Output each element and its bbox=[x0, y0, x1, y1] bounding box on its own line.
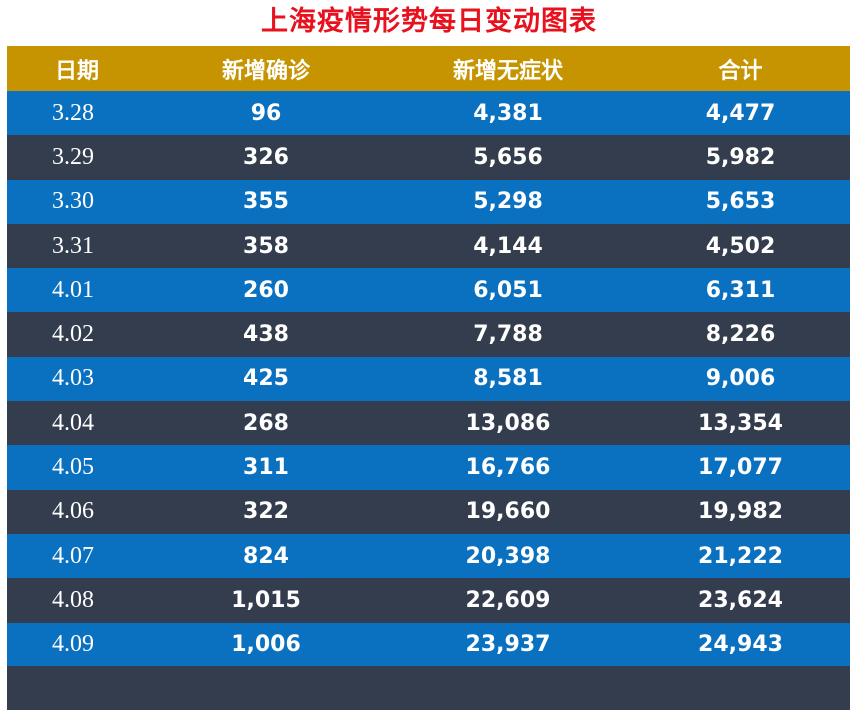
table-row: 4.03 425 8,581 9,006 bbox=[7, 356, 850, 402]
cell-date: 4.04 bbox=[52, 409, 94, 436]
cell-new-asymptomatic: 19,660 bbox=[465, 499, 551, 525]
chart-title: 上海疫情形势每日变动图表 bbox=[261, 6, 597, 37]
cell-total: 4,477 bbox=[705, 100, 776, 126]
cell-new-confirmed: 358 bbox=[243, 233, 289, 259]
cell-total: 21,222 bbox=[698, 543, 783, 569]
cell-new-confirmed: 824 bbox=[243, 543, 289, 569]
cell-new-confirmed: 311 bbox=[243, 455, 289, 481]
header-new-confirmed: 新增确诊 bbox=[221, 58, 310, 84]
data-table: 日期 新增确诊 新增无症状 合计 3.28 96 4,381 4,477 3.29 326… bbox=[7, 46, 850, 710]
cell-total: 5,653 bbox=[705, 189, 776, 215]
cell-new-confirmed: 326 bbox=[243, 144, 289, 170]
cell-total: 5,982 bbox=[705, 144, 776, 170]
table-row: 3.28 96 4,381 4,477 bbox=[7, 91, 850, 136]
cell-date: 4.02 bbox=[52, 321, 94, 348]
cell-date: 4.07 bbox=[52, 542, 94, 569]
table-row: 4.01 260 6,051 6,311 bbox=[7, 268, 850, 313]
table-row: 4.05 311 16,766 17,077 bbox=[7, 445, 850, 490]
cell-new-asymptomatic: 13,086 bbox=[465, 410, 551, 436]
table-row: 4.07 824 20,398 21,222 bbox=[7, 534, 850, 579]
cell-total: 17,077 bbox=[698, 455, 783, 481]
cell-new-confirmed: 438 bbox=[243, 322, 289, 348]
cell-new-asymptomatic: 22,609 bbox=[465, 587, 551, 613]
cell-date: 4.05 bbox=[52, 454, 94, 481]
cell-new-confirmed: 268 bbox=[243, 410, 289, 436]
cell-date: 4.09 bbox=[52, 631, 94, 658]
table-row: 4.08 1,015 22,609 23,624 bbox=[7, 578, 850, 623]
cell-new-asymptomatic: 6,051 bbox=[473, 277, 543, 303]
cell-date: 4.01 bbox=[52, 276, 94, 303]
cell-date: 3.30 bbox=[52, 188, 94, 215]
table-row: 3.30 355 5,298 5,653 bbox=[7, 179, 850, 224]
cell-date: 3.31 bbox=[52, 232, 94, 259]
table-row: 4.06 322 19,660 19,982 bbox=[7, 489, 850, 534]
cell-total: 9,006 bbox=[705, 366, 776, 392]
cell-new-asymptomatic: 4,381 bbox=[473, 100, 543, 126]
cell-total: 4,502 bbox=[705, 233, 776, 259]
cell-new-confirmed: 425 bbox=[243, 366, 289, 392]
table-row: 3.31 358 4,144 4,502 bbox=[7, 223, 850, 269]
table-row: 3.29 326 5,656 5,982 bbox=[7, 135, 850, 180]
cell-new-asymptomatic: 5,298 bbox=[473, 189, 543, 215]
cell-new-asymptomatic: 16,766 bbox=[465, 455, 551, 481]
header-total: 合计 bbox=[718, 58, 763, 84]
cell-date: 4.08 bbox=[52, 586, 94, 613]
cell-date: 3.29 bbox=[52, 143, 94, 170]
cell-new-confirmed: 355 bbox=[243, 189, 289, 215]
cell-new-confirmed: 96 bbox=[250, 100, 282, 126]
cell-total: 23,624 bbox=[698, 587, 783, 613]
cell-total: 19,982 bbox=[698, 499, 783, 525]
cell-new-asymptomatic: 23,937 bbox=[465, 632, 551, 658]
table-header: 日期 新增确诊 新增无症状 合计 bbox=[7, 46, 850, 91]
cell-total: 13,354 bbox=[698, 410, 783, 436]
table-row: 4.04 268 13,086 13,354 bbox=[7, 401, 850, 446]
table-row: 4.09 1,006 23,937 24,943 bbox=[7, 622, 850, 667]
cell-new-confirmed: 1,015 bbox=[231, 587, 301, 613]
cell-new-asymptomatic: 8,581 bbox=[473, 366, 543, 392]
cell-total: 8,226 bbox=[705, 322, 776, 348]
header-date: 日期 bbox=[54, 58, 99, 84]
cell-total: 24,943 bbox=[698, 632, 783, 658]
cell-date: 3.28 bbox=[52, 99, 94, 126]
cell-total: 6,311 bbox=[705, 277, 776, 303]
cell-date: 4.06 bbox=[52, 498, 94, 525]
cell-new-confirmed: 260 bbox=[243, 277, 289, 303]
table-row: 4.02 438 7,788 8,226 bbox=[7, 312, 850, 357]
cell-new-asymptomatic: 5,656 bbox=[473, 144, 543, 170]
table-footer-blank bbox=[7, 666, 850, 710]
cell-date: 4.03 bbox=[52, 365, 94, 392]
cell-new-confirmed: 1,006 bbox=[231, 632, 301, 658]
cell-new-asymptomatic: 4,144 bbox=[473, 233, 543, 259]
header-new-asymptomatic: 新增无症状 bbox=[452, 58, 563, 84]
cell-new-confirmed: 322 bbox=[243, 499, 289, 525]
cell-new-asymptomatic: 7,788 bbox=[473, 322, 543, 348]
cell-new-asymptomatic: 20,398 bbox=[465, 543, 551, 569]
